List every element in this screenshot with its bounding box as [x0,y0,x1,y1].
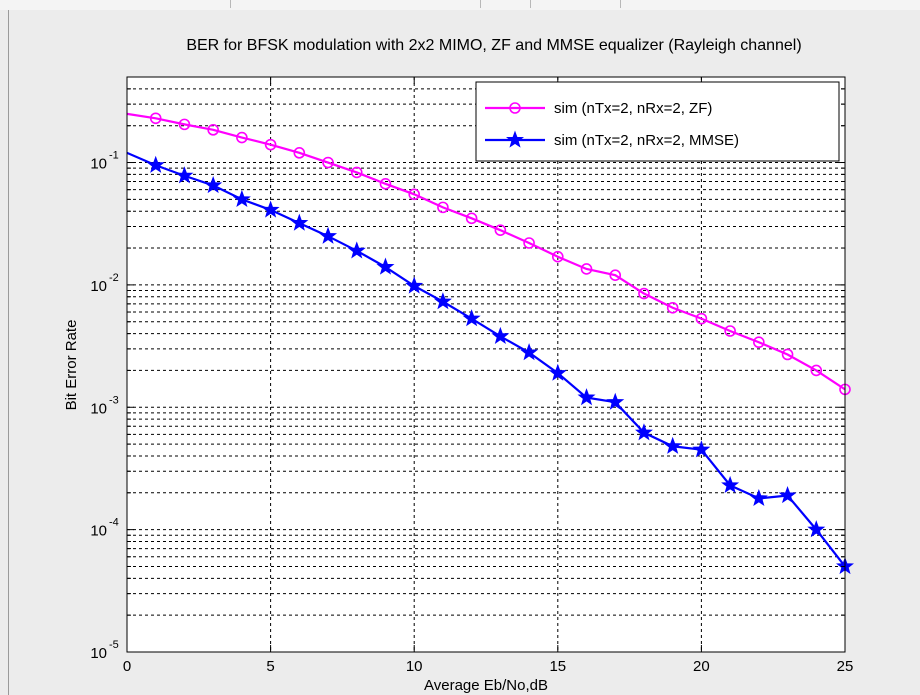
series-line [126,151,846,568]
circle-marker [523,237,535,249]
legend-entry: sim (nTx=2, nRx=2, ZF) [485,100,712,117]
window-border [8,10,9,695]
star-marker [319,226,338,244]
y-tick-exponent: -5 [109,639,119,651]
y-axis-label: Bit Error Rate [63,320,80,411]
circle-marker [638,287,650,300]
figure-canvas: BER for BFSK modulation with 2x2 MIMO, Z… [9,10,920,695]
plot-area [127,77,845,652]
star-marker [405,276,424,294]
star-marker [606,392,625,410]
toolbar-separator [230,0,231,8]
star-marker [347,241,366,259]
circle-marker [149,112,162,125]
circle-marker [350,166,363,179]
circle-marker [724,325,736,337]
y-tick-exponent: -3 [109,394,119,406]
circle-marker [408,188,421,201]
y-tick-label: 10 [90,278,107,295]
circle-marker [494,224,507,236]
axes-box [126,76,846,653]
circle-marker [753,336,765,349]
star-marker [749,488,768,507]
legend-entries: sim (nTx=2, nRx=2, ZF) sim (nTx=2, nRx=2,… [485,100,739,149]
star-marker [520,343,539,361]
x-tick-label: 20 [693,658,710,675]
legend-label: sim (nTx=2, nRx=2, MMSE) [554,132,739,149]
circle-marker [293,147,306,159]
star-marker [290,213,309,231]
x-tick-label: 10 [406,658,423,675]
circle-marker [236,131,248,144]
star-marker [721,475,740,494]
circle-marker [695,312,708,325]
star-marker [146,155,165,173]
star-marker [462,309,481,327]
y-tick-exponent: -2 [109,272,119,284]
x-axis-label: Average Eb/No,dB [424,677,548,694]
axis-ticks [126,76,846,653]
circle-marker [322,156,334,169]
legend-entry: sim (nTx=2, nRx=2, MMSE) [485,130,739,149]
legend: sim (nTx=2, nRx=2, ZF) sim (nTx=2, nRx=2,… [475,81,840,162]
series-star [126,151,855,575]
circle-marker [465,212,478,225]
circle-marker [437,201,449,214]
circle-marker [264,138,277,151]
circle-marker [551,250,564,263]
circle-marker [207,124,219,136]
series-layer [126,112,855,575]
circle-marker [379,178,392,190]
star-marker [505,130,525,148]
toolbar-separator [530,0,531,8]
y-tick-label: 10 [90,645,107,662]
legend-box [475,81,840,162]
star-marker [433,292,452,310]
y-tick-exponent: -4 [109,517,119,529]
circle-marker [666,301,679,314]
x-tick-label: 25 [837,658,854,675]
y-tick-label: 10 [90,156,107,173]
star-marker [204,175,223,194]
circle-marker [609,269,622,282]
circle-marker [781,348,794,361]
x-tick-labels: 0 5 10 15 20 25 [123,658,854,675]
x-tick-label: 0 [123,658,131,675]
circle-marker [178,118,191,131]
star-marker [548,363,567,381]
star-marker [634,423,653,441]
star-marker [692,440,711,458]
y-tick-exponent: -1 [109,150,119,162]
y-tick-label: 10 [90,523,107,540]
star-marker [778,486,797,504]
chart-title: BER for BFSK modulation with 2x2 MIMO, Z… [186,37,801,54]
series-circle [126,112,851,396]
star-marker [577,388,596,406]
star-marker [376,257,395,275]
legend-label: sim (nTx=2, nRx=2, ZF) [554,100,712,117]
circle-marker [580,263,593,275]
ber-chart: BER for BFSK modulation with 2x2 MIMO, Z… [63,37,855,694]
star-marker [261,200,280,218]
circle-marker [810,364,823,377]
y-tick-labels: 10-110-210-310-410-5 [90,150,118,662]
x-tick-label: 5 [266,658,274,675]
circle-marker [509,102,521,114]
toolbar-separator [480,0,481,8]
y-tick-label: 10 [90,400,107,417]
star-marker [807,520,826,538]
star-marker [663,436,682,454]
star-marker [175,166,194,184]
star-marker [491,326,510,344]
star-marker [232,189,251,208]
x-tick-label: 15 [549,658,566,675]
window-toolbar-strip [0,0,920,10]
toolbar-separator [620,0,621,8]
